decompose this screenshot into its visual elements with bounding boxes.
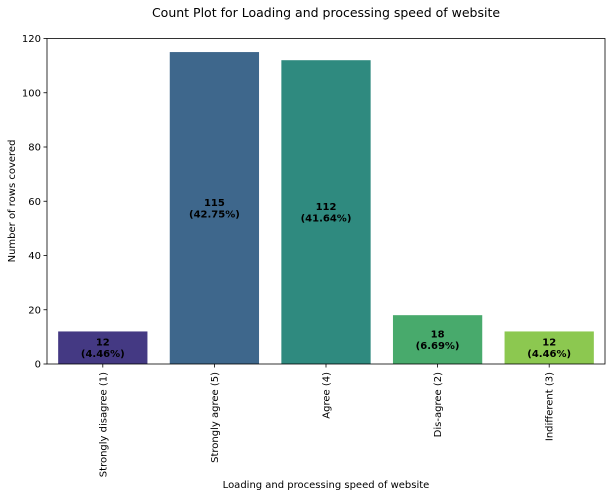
x-axis-label: Loading and processing speed of website [223,480,430,491]
y-tick-label: 80 [28,143,41,154]
bar-data-label: (41.64%) [301,214,352,225]
bar-data-label: 115 [204,198,225,209]
x-tick-label: Strongly disagree (1) [98,372,109,477]
bar [392,315,483,364]
bar [281,60,371,364]
y-tick-label: 20 [28,305,41,316]
bar-data-label: (42.75%) [189,210,240,221]
y-tick-label: 40 [28,251,41,262]
y-tick-label: 120 [22,34,41,45]
x-tick-label: Strongly agree (5) [210,372,221,463]
x-axis: Strongly disagree (1) Strongly agree (5) A… [98,364,556,477]
bar-data-label: (4.46%) [527,349,571,360]
bar [58,331,148,364]
bars-group: 12(4.46%)115(42.75%)112(41.64%)18(6.69%)… [58,52,594,364]
y-axis: 0 20 40 60 80 100 120 [22,34,47,371]
bar-data-label: (6.69%) [416,341,460,352]
bar-data-label: 18 [431,330,445,341]
bar [504,331,594,364]
x-tick-label: Dis-agree (2) [433,372,444,437]
bar-data-label: 12 [96,338,110,349]
y-tick-label: 100 [22,88,41,99]
bar-data-label: 12 [542,338,556,349]
y-tick-label: 60 [28,197,41,208]
bar-data-label: (4.46%) [81,349,125,360]
chart-title: Count Plot for Loading and processing sp… [152,5,500,20]
x-tick-label: Indifferent (3) [545,372,556,441]
x-tick-label: Agree (4) [322,372,333,419]
bar [169,52,260,364]
plot-frame [46,38,606,365]
bar-data-label: 112 [316,202,337,213]
y-tick-label: 0 [35,360,41,371]
y-axis-label: Number of rows covered [7,140,18,263]
